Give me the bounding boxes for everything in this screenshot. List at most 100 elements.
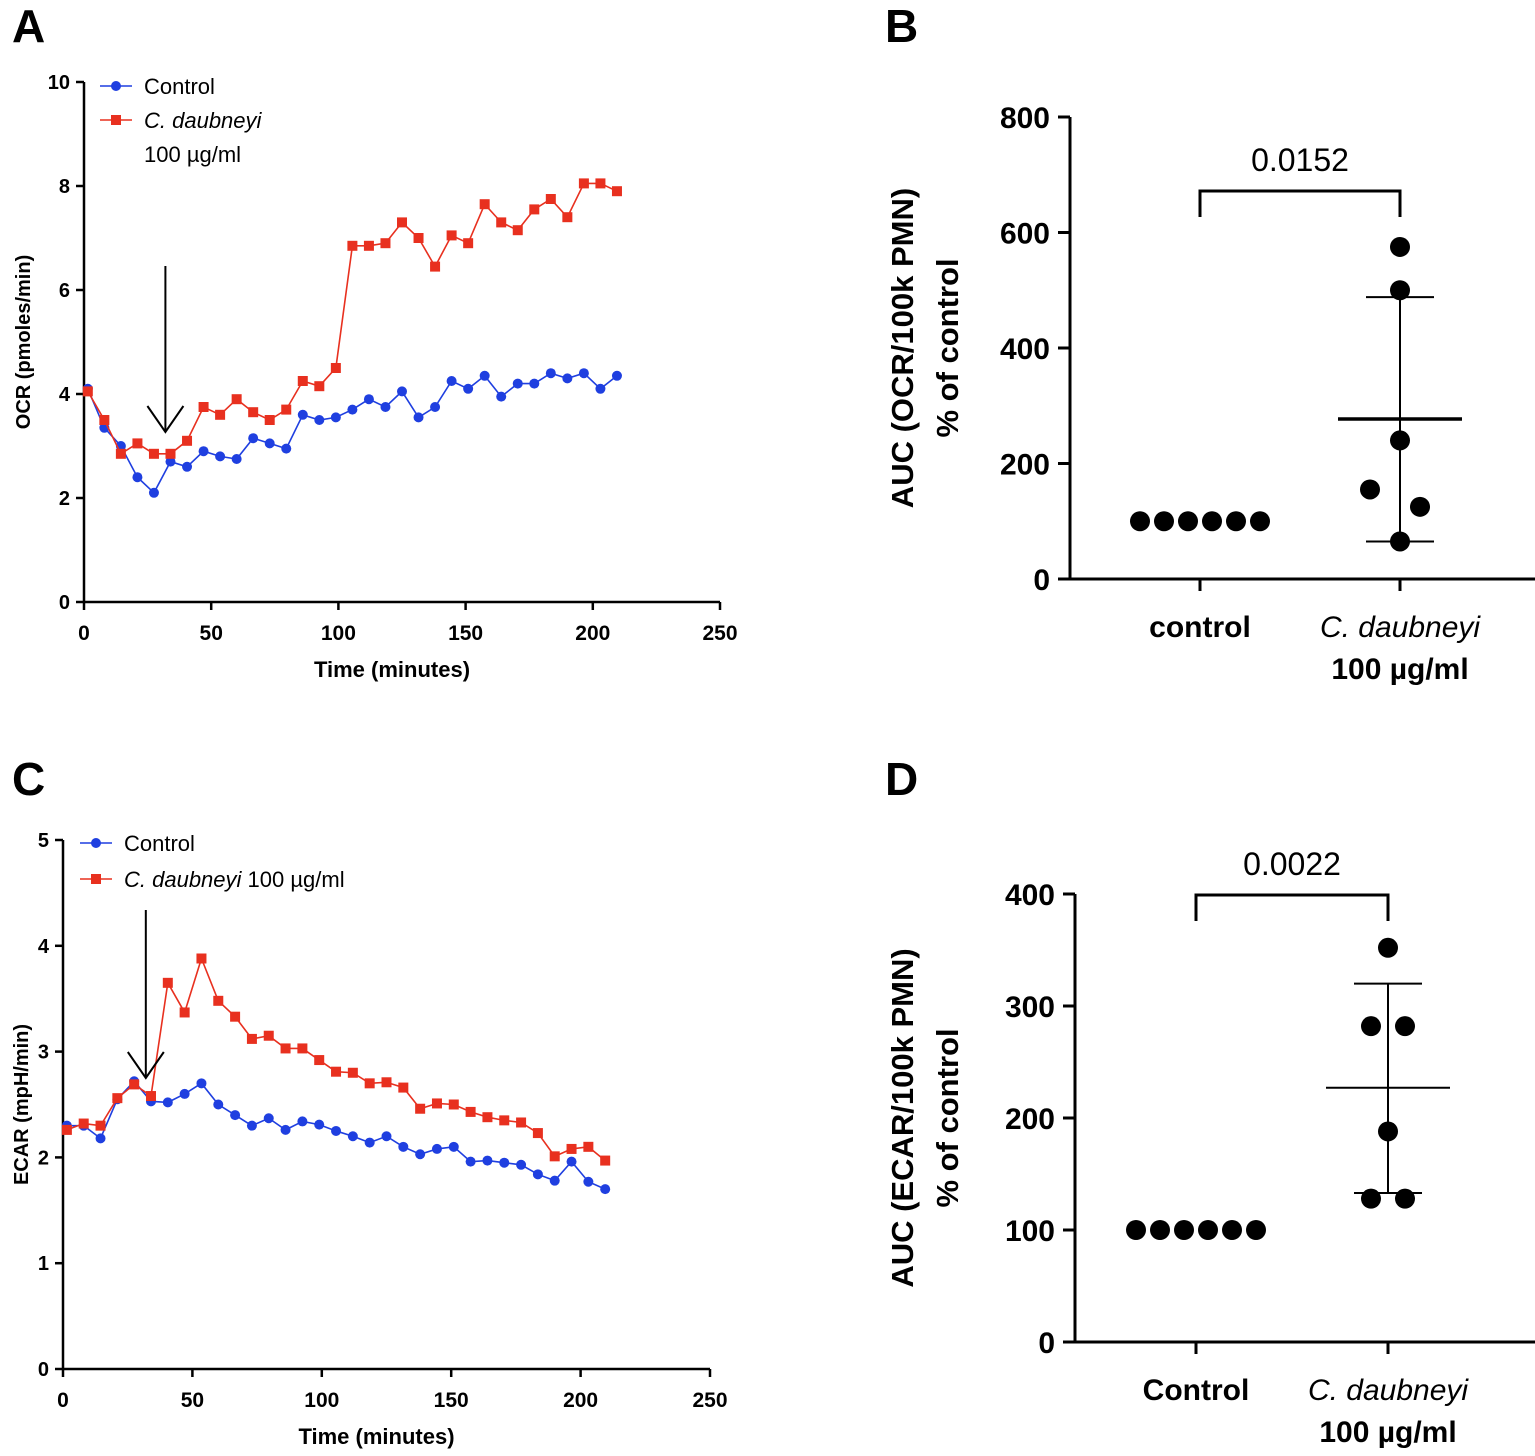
treated-data-point [179, 1007, 190, 1018]
control-data-point [330, 412, 341, 423]
treated-data-point [182, 435, 193, 446]
y-tick-label: 200 [1005, 1103, 1055, 1136]
y-axis-subtitle: % of control [930, 258, 965, 437]
y-tick-label: 0 [59, 592, 70, 614]
control-data-point [413, 412, 424, 423]
chart-d-ecar-auc: 0 100 200 300 400 AUC (ECAR/100k PMN) % of con… [885, 846, 1535, 1449]
x-axis-title: Time (minutes) [298, 1424, 454, 1449]
control-data-point [213, 1099, 224, 1110]
control-data-point [1246, 1220, 1266, 1240]
treated-data-point [465, 1106, 476, 1117]
control-data-point [381, 1131, 392, 1142]
chart-b-ocr-auc: 0 200 400 600 800 AUC (OCR/100k PMN) % of cont… [885, 102, 1535, 686]
control-data-point [347, 404, 358, 415]
control-data-point [246, 1120, 257, 1131]
legend-control-label: Control [124, 831, 195, 856]
y-tick-label: 600 [1000, 218, 1050, 251]
treated-data-point [1390, 236, 1410, 257]
legend-control-marker [91, 838, 101, 848]
treated-data-point [363, 240, 374, 251]
control-data-point [1202, 511, 1222, 532]
control-data-point [198, 446, 209, 457]
legend-treated-label: C. daubneyi 100 µg/ml [124, 867, 345, 892]
control-data-point [562, 373, 573, 384]
control-data-point [479, 370, 490, 381]
control-data-point [297, 409, 308, 420]
control-data-point [263, 1113, 274, 1124]
treated-data-point [95, 1120, 106, 1131]
y-tick-label: 100 [1005, 1215, 1055, 1248]
treated-data-point [231, 394, 242, 405]
treated-data-point [611, 186, 622, 197]
control-data-point [482, 1155, 493, 1166]
treated-data-point [230, 1011, 241, 1022]
control-data-point [512, 378, 523, 389]
panel-label-a: A [12, 0, 45, 52]
control-series-line [87, 372, 618, 495]
control-data-point [380, 402, 391, 412]
treated-data-point [415, 1103, 426, 1114]
treated-data-point [499, 1115, 510, 1126]
control-data-point [397, 386, 407, 397]
treated-data-point [496, 217, 507, 228]
x-axis-title: Time (minutes) [314, 657, 470, 682]
control-data-point [347, 1131, 358, 1142]
treated-data-point [583, 1141, 594, 1152]
treated-data-point [512, 225, 523, 236]
treated-data-point [213, 995, 224, 1006]
significance-bracket [1198, 189, 1402, 217]
control-data-point [1226, 511, 1246, 532]
treated-data-point [446, 230, 457, 241]
control-data-point [1174, 1220, 1194, 1240]
y-axis-title: AUC (OCR/100k PMN) [885, 188, 920, 508]
legend-treated-label: C. daubneyi [144, 108, 263, 133]
treated-data-point [78, 1118, 89, 1129]
control-data-point [430, 402, 441, 412]
treated-data-point [430, 261, 441, 272]
treatment-arrow-head [126, 1051, 165, 1080]
control-data-point [314, 1119, 325, 1130]
x-tick-label: 250 [702, 622, 737, 645]
treated-data-point [165, 448, 176, 459]
y-tick-label: 8 [59, 176, 70, 198]
treated-data-point [162, 977, 173, 988]
legend-treated-dosage: 100 µg/ml [144, 142, 241, 167]
x-tick-label: 150 [434, 1389, 469, 1412]
treated-data-point [314, 381, 325, 392]
y-tick-label: 6 [59, 280, 70, 302]
control-data-point [529, 378, 540, 389]
control-data-point [499, 1157, 510, 1168]
control-data-point [363, 394, 374, 405]
treated-data-point [129, 1079, 140, 1090]
treated-data-point [263, 1030, 274, 1041]
x-tick-label: 50 [200, 622, 223, 645]
treated-data-point [562, 212, 573, 223]
category-label-treated: C. daubneyi [1308, 1374, 1469, 1407]
y-tick-label: 2 [59, 488, 70, 510]
y-tick-label: 200 [1000, 449, 1050, 482]
category-label-control: Control [1143, 1374, 1250, 1407]
control-data-point [448, 1141, 459, 1152]
control-data-point [215, 451, 226, 462]
y-tick-label: 5 [38, 830, 49, 852]
treated-data-point [398, 1082, 409, 1093]
treated-data-point [1361, 1016, 1381, 1037]
y-axis-subtitle: % of control [930, 1028, 965, 1207]
treated-data-point [314, 1055, 325, 1066]
control-data-point [297, 1116, 308, 1127]
control-data-point [281, 443, 292, 454]
y-axis-title: ECAR (mpH/min) [11, 1024, 33, 1185]
treated-data-point [330, 363, 341, 373]
control-data-point [95, 1133, 106, 1144]
treated-data-point [529, 204, 540, 215]
control-data-point [566, 1156, 577, 1167]
control-data-point [165, 456, 176, 467]
control-data-point [1126, 1220, 1146, 1240]
treated-data-point [431, 1098, 442, 1109]
treated-data-point [482, 1112, 493, 1123]
y-tick-label: 4 [38, 936, 50, 958]
legend-treated-marker [91, 874, 101, 884]
control-data-point [578, 368, 589, 379]
treated-data-point [264, 415, 275, 425]
treated-data-point [132, 438, 143, 449]
